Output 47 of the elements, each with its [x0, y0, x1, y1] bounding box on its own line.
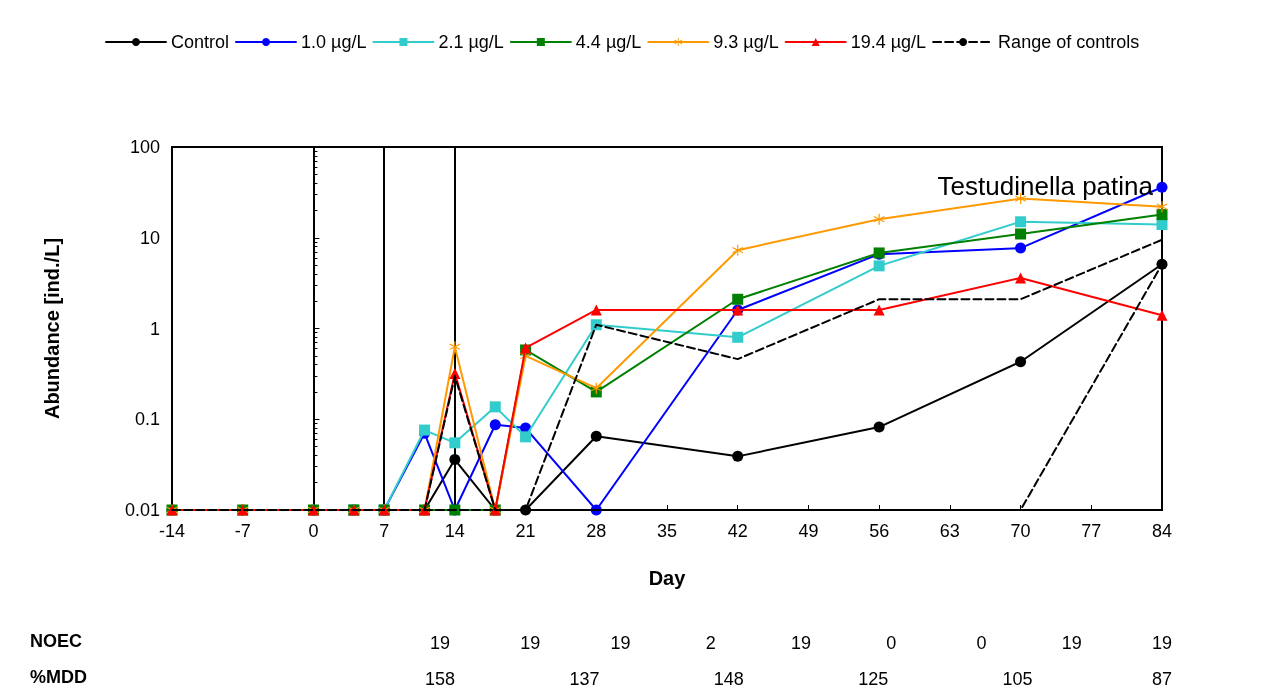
legend-label: Range of controls [998, 32, 1140, 52]
x-tick-label: 14 [444, 521, 465, 541]
text: 148 [713, 669, 744, 689]
legend-label: 2.1 µg/L [438, 32, 504, 52]
x-tick-label: -7 [234, 521, 251, 541]
y-tick-label: 100 [129, 137, 160, 157]
legend-label: 9.3 µg/L [713, 32, 779, 52]
text: 137 [569, 669, 600, 689]
text: 0 [976, 633, 987, 653]
text: 19 [520, 633, 541, 653]
y-axis-title: Abundance [ind./L] [41, 237, 63, 420]
text: 19 [790, 633, 812, 653]
text: 125 [858, 669, 889, 689]
text: 87 [1151, 669, 1173, 689]
text: %MDD [30, 667, 87, 687]
x-axis-title: Day [648, 567, 687, 589]
y-tick-label: 0.01 [124, 500, 160, 520]
text: 0 [886, 633, 897, 653]
text: 19 [1151, 633, 1173, 653]
text: Testudinella patina [937, 171, 1154, 201]
x-tick-label: 7 [379, 521, 390, 541]
x-tick-label: 28 [586, 521, 607, 541]
y-tick-label: 10 [139, 227, 160, 248]
x-tick-label: 77 [1081, 521, 1102, 541]
x-tick-label: 84 [1151, 521, 1173, 541]
x-tick-label: 63 [939, 521, 960, 541]
legend-label: 19.4 µg/L [850, 32, 927, 52]
x-tick-label: 56 [869, 521, 890, 541]
x-tick-label: 49 [798, 521, 819, 541]
x-tick-label: 42 [727, 521, 748, 541]
y-tick-label: 0.1 [134, 409, 160, 430]
x-tick-label: -14 [158, 521, 186, 541]
x-tick-label: 35 [656, 521, 678, 541]
y-tick-label: 1 [149, 318, 160, 339]
x-tick-label: 21 [515, 521, 536, 541]
text: 19 [429, 633, 451, 653]
text: 19 [610, 633, 631, 653]
legend-label: Control [171, 32, 230, 52]
text: 158 [424, 669, 456, 689]
legend-label: 4.4 µg/L [575, 32, 642, 52]
text: 19 [1061, 633, 1082, 653]
x-tick-label: 70 [1010, 521, 1031, 541]
text: 2 [705, 633, 716, 653]
x-tick-label: 0 [308, 521, 319, 541]
legend-label: 1.0 µg/L [301, 32, 367, 52]
text: 105 [1002, 669, 1033, 689]
text: NOEC [30, 631, 83, 651]
